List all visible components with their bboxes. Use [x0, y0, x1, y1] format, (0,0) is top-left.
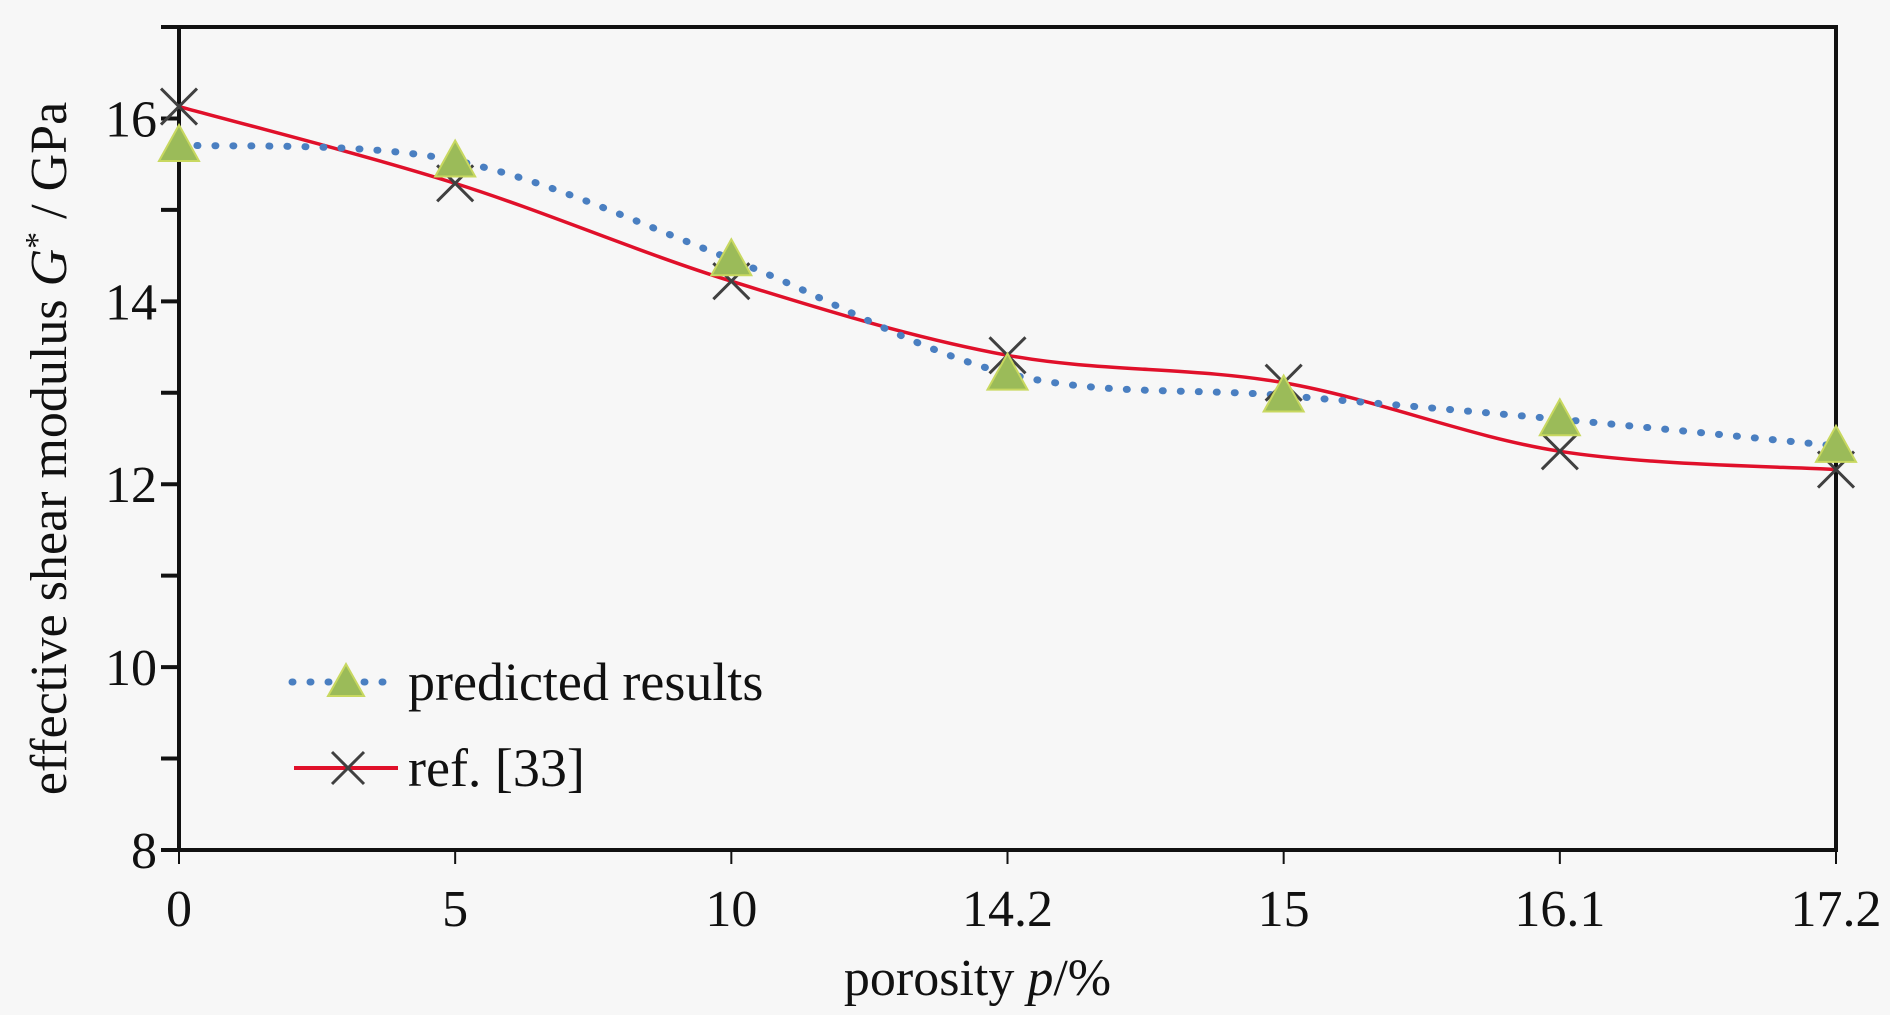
x-axis-label-unit: /%	[1053, 950, 1111, 1007]
series-ref	[178, 104, 1837, 472]
legend-label-ref: ref. [33]	[408, 738, 585, 798]
x-axis: 0 5 10 14.2 15 16.1 17.2	[166, 850, 1882, 938]
data-point-ref	[159, 87, 199, 126]
series-line-predicted	[175, 141, 1840, 450]
y-tick-label: 12	[105, 457, 157, 514]
legend: predicted results ref. [33]	[288, 652, 763, 798]
markers-predicted	[157, 122, 1858, 463]
y-axis: 8 10 12 14 16	[105, 25, 179, 880]
y-axis-label-var: G	[21, 249, 78, 287]
legend-label-predicted: predicted results	[408, 652, 763, 712]
x-tick-label: 15	[1258, 881, 1310, 938]
data-point-predicted	[433, 138, 477, 178]
x-axis-label-var: p	[1023, 950, 1053, 1007]
plot-frame	[177, 25, 1838, 852]
markers-ref	[159, 87, 1856, 489]
y-axis-label-main: effective shear modulus	[21, 286, 78, 795]
legend-item-predicted: predicted results	[288, 652, 763, 712]
x-tick-label: 0	[166, 881, 192, 938]
legend-item-ref: ref. [33]	[294, 738, 585, 798]
legend-triangle-marker-icon	[326, 661, 366, 697]
x-axis-label: porosity p/%	[844, 950, 1111, 1007]
data-point-predicted	[157, 122, 201, 162]
data-point-predicted	[1538, 397, 1582, 437]
data-point-predicted	[985, 351, 1030, 391]
y-tick-label: 8	[131, 823, 157, 880]
data-point-predicted	[709, 237, 754, 277]
legend-x-marker-icon	[330, 750, 366, 786]
y-tick-label: 14	[105, 274, 157, 331]
y-axis-label-sup: *	[19, 232, 56, 249]
y-axis-label: effective shear modulus G* / GPa	[19, 102, 79, 795]
series-line-ref	[178, 104, 1837, 472]
data-point-predicted	[1814, 423, 1858, 463]
data-point-ref	[1540, 432, 1579, 471]
x-axis-label-main: porosity	[844, 950, 1027, 1007]
x-tick-label: 17.2	[1791, 881, 1882, 938]
data-point-predicted	[1261, 373, 1306, 413]
x-tick-label: 10	[705, 881, 757, 938]
y-axis-label-unit: / GPa	[21, 102, 78, 232]
x-tick-label: 16.1	[1514, 881, 1605, 938]
series-layer	[157, 87, 1858, 489]
y-tick-label: 10	[105, 640, 157, 697]
series-predicted	[175, 141, 1840, 450]
y-tick-label: 16	[105, 91, 157, 148]
x-tick-label: 14.2	[962, 881, 1053, 938]
x-tick-label: 5	[442, 881, 468, 938]
